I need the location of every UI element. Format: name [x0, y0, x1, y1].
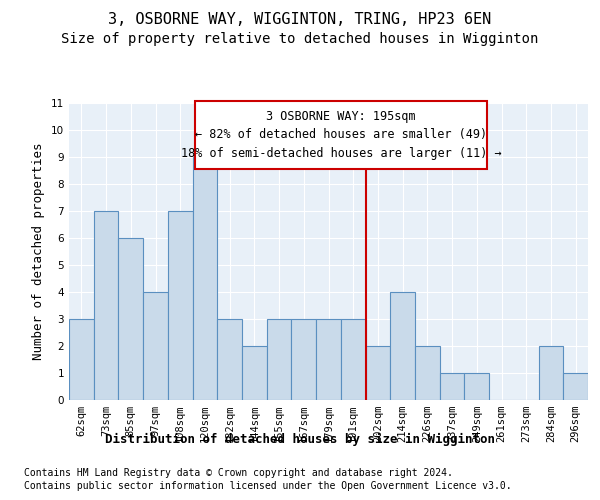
Bar: [365, 346, 390, 400]
Bar: [292, 319, 316, 400]
Bar: [563, 373, 588, 400]
Bar: [193, 156, 217, 400]
Text: Distribution of detached houses by size in Wigginton: Distribution of detached houses by size …: [105, 432, 495, 446]
Bar: [94, 210, 118, 400]
Bar: [415, 346, 440, 400]
Bar: [143, 292, 168, 400]
Bar: [217, 319, 242, 400]
Text: 3 OSBORNE WAY: 195sqm: 3 OSBORNE WAY: 195sqm: [266, 110, 416, 122]
Text: ← 82% of detached houses are smaller (49): ← 82% of detached houses are smaller (49…: [195, 128, 487, 141]
FancyBboxPatch shape: [195, 101, 487, 169]
Text: Contains public sector information licensed under the Open Government Licence v3: Contains public sector information licen…: [24, 481, 512, 491]
Bar: [316, 319, 341, 400]
Bar: [118, 238, 143, 400]
Text: 18% of semi-detached houses are larger (11) →: 18% of semi-detached houses are larger (…: [181, 148, 501, 160]
Bar: [539, 346, 563, 400]
Bar: [464, 373, 489, 400]
Bar: [390, 292, 415, 400]
Text: 3, OSBORNE WAY, WIGGINTON, TRING, HP23 6EN: 3, OSBORNE WAY, WIGGINTON, TRING, HP23 6…: [109, 12, 491, 28]
Bar: [168, 210, 193, 400]
Text: Contains HM Land Registry data © Crown copyright and database right 2024.: Contains HM Land Registry data © Crown c…: [24, 468, 453, 477]
Bar: [69, 319, 94, 400]
Text: Size of property relative to detached houses in Wigginton: Size of property relative to detached ho…: [61, 32, 539, 46]
Bar: [267, 319, 292, 400]
Bar: [341, 319, 365, 400]
Bar: [440, 373, 464, 400]
Bar: [242, 346, 267, 400]
Y-axis label: Number of detached properties: Number of detached properties: [32, 142, 46, 360]
